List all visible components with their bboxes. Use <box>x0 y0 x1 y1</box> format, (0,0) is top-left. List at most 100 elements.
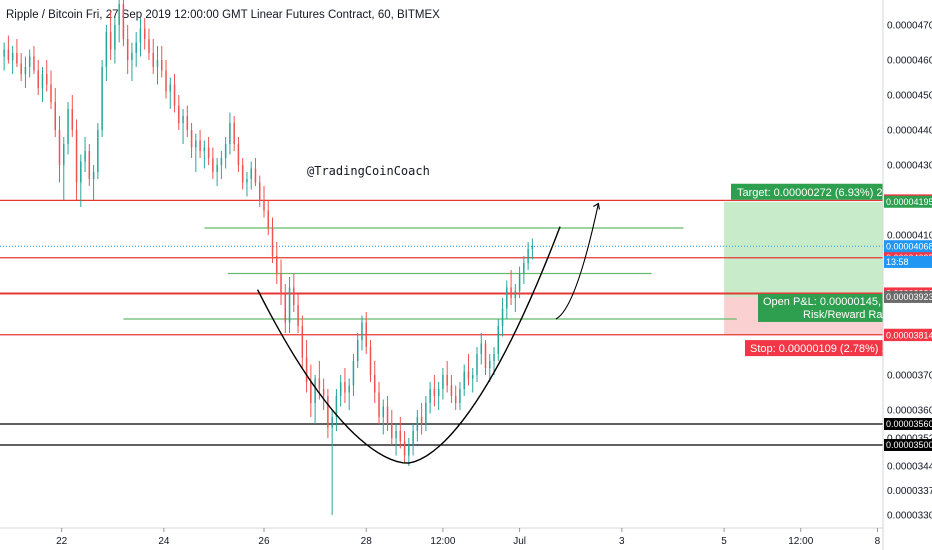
candlestick <box>139 18 142 57</box>
price-tag-bg <box>884 195 932 208</box>
candlestick <box>233 116 235 151</box>
candlestick <box>344 368 346 403</box>
candle-body <box>165 70 167 92</box>
candle-body <box>71 109 74 130</box>
candlestick <box>510 270 512 305</box>
time-axis[interactable]: 22 24 26 28 12:00 Jul 3 5 12:00 8 <box>0 527 883 547</box>
candle-body <box>195 140 197 148</box>
candle-body <box>480 343 482 354</box>
candlestick <box>484 340 487 375</box>
candle-body <box>335 396 338 417</box>
candlestick <box>161 46 163 78</box>
candlestick <box>41 67 44 102</box>
candle-body <box>11 53 14 60</box>
candle-body <box>118 4 120 25</box>
candlestick <box>399 417 402 449</box>
candle-body <box>395 431 397 438</box>
candlestick <box>284 284 287 333</box>
candlestick <box>442 368 444 400</box>
candle-body <box>258 182 261 200</box>
candlestick <box>480 333 482 365</box>
candle-body <box>276 256 278 274</box>
candlestick <box>335 389 338 431</box>
candlestick <box>118 0 120 43</box>
stop-label-bg <box>745 340 883 357</box>
candle-body <box>531 246 534 249</box>
candlestick <box>92 165 95 200</box>
candlestick <box>305 340 308 393</box>
candlestick <box>165 60 167 99</box>
candlestick <box>11 46 14 74</box>
candle-body <box>339 382 342 396</box>
candlestick <box>258 175 261 207</box>
candlestick <box>416 410 419 442</box>
candlestick <box>391 410 393 445</box>
candle-body <box>450 385 453 396</box>
price-tag: 0.00003923 <box>886 292 932 302</box>
candlestick <box>527 242 529 270</box>
candle-body <box>374 375 376 393</box>
candle-body <box>169 84 172 92</box>
candle-body <box>348 385 350 393</box>
candlestick <box>16 39 18 67</box>
candlestick <box>246 172 248 197</box>
candle-body <box>318 378 321 389</box>
candle-body <box>322 389 325 396</box>
candle-body <box>92 172 95 179</box>
candle-body <box>399 431 402 442</box>
candle-body <box>190 130 193 148</box>
candlestick <box>437 382 440 410</box>
projection-arrow <box>555 203 599 320</box>
pnl-label-bg <box>758 293 883 322</box>
candlestick <box>80 154 82 207</box>
candle-body <box>297 305 299 326</box>
candle-body <box>122 4 125 39</box>
candle-body <box>484 343 487 368</box>
candlestick <box>297 294 299 333</box>
candlestick <box>403 431 406 463</box>
candlestick <box>105 25 108 81</box>
candlestick <box>212 147 214 179</box>
candlestick <box>143 18 146 50</box>
price-tag-bg <box>884 290 932 303</box>
position-labels: Target: 0.00000272 (6.93%) 27 Stop: 0.000… <box>731 183 894 357</box>
candle-body <box>271 228 274 256</box>
candlestick <box>514 284 517 312</box>
candle-body <box>314 378 316 403</box>
candlestick <box>310 364 312 417</box>
candle-body <box>527 249 529 263</box>
candlestick <box>471 368 474 393</box>
candle-body <box>131 53 133 60</box>
candlestick <box>386 396 389 431</box>
candlestick <box>7 35 10 64</box>
candlestick <box>374 361 376 403</box>
trend-lines[interactable] <box>123 227 737 320</box>
candle-body <box>471 375 474 379</box>
time-tick-label: 28 <box>361 536 373 547</box>
arrow-head-icon <box>593 202 600 210</box>
candlestick <box>276 242 278 284</box>
candle-body <box>510 287 512 298</box>
price-tag: 13:58 <box>886 257 909 267</box>
candle-body <box>246 179 248 183</box>
candlestick <box>412 424 414 456</box>
candlestick <box>3 42 5 71</box>
price-tag-bg <box>884 329 932 342</box>
candlestick <box>463 364 465 396</box>
candlestick <box>271 217 274 263</box>
candle-body <box>212 158 214 172</box>
candlestick <box>339 375 342 407</box>
time-tick-label: 5 <box>721 536 727 547</box>
candle-body <box>344 382 346 393</box>
candle-body <box>24 67 27 74</box>
candlestick <box>267 200 269 235</box>
